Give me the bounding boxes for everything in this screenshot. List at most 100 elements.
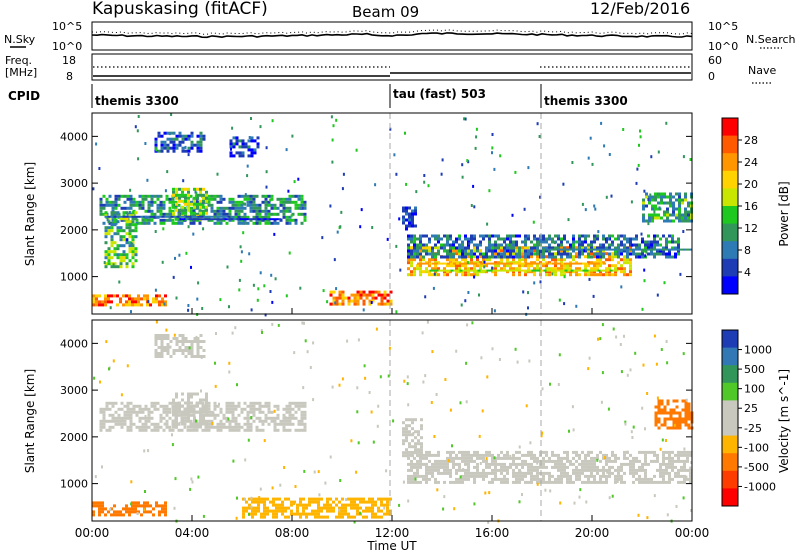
heatmap-cell xyxy=(166,143,170,147)
heatmap-cell xyxy=(119,238,123,242)
heatmap-cell xyxy=(128,210,131,214)
heatmap-cell xyxy=(353,302,357,306)
heatmap-cell xyxy=(125,510,128,514)
heatmap-cell xyxy=(560,477,563,481)
heatmap-cell xyxy=(365,500,368,504)
heatmap-cell xyxy=(452,456,455,460)
heatmap-cell xyxy=(500,255,503,259)
heatmap-cell xyxy=(653,248,656,251)
heatmap-cell xyxy=(648,195,651,199)
heatmap-cell xyxy=(202,196,205,200)
heatmap-cell xyxy=(551,237,554,241)
heatmap-cell xyxy=(210,197,214,201)
heatmap-cell xyxy=(246,425,250,429)
heatmap-cell xyxy=(431,471,434,475)
heatmap-cell xyxy=(551,246,554,250)
heatmap-cell xyxy=(240,194,244,198)
heatmap-cell xyxy=(644,462,647,466)
heatmap-cell xyxy=(675,417,679,421)
heatmap-cell xyxy=(205,199,208,203)
heatmap-cell xyxy=(473,471,476,475)
heatmap-cell xyxy=(414,448,417,452)
heatmap-cell xyxy=(563,234,566,238)
heatmap-cell xyxy=(623,255,626,259)
heatmap-cell xyxy=(99,380,101,384)
heatmap-cell xyxy=(679,272,682,276)
heatmap-cell xyxy=(119,265,123,269)
heatmap-cell xyxy=(196,425,199,429)
heatmap-cell xyxy=(122,215,126,218)
heatmap-cell xyxy=(134,253,138,257)
heatmap-cell xyxy=(398,217,401,221)
heatmap-cell xyxy=(563,471,566,475)
colorbar-tick-label: 28 xyxy=(744,134,758,147)
heatmap-cell xyxy=(524,459,527,463)
heatmap-cell xyxy=(237,428,241,432)
heatmap-cell xyxy=(129,206,133,210)
heatmap-cell xyxy=(161,507,164,511)
heatmap-cell xyxy=(455,252,458,256)
heatmap-cell xyxy=(241,142,245,146)
heatmap-cell xyxy=(632,252,635,256)
heatmap-cell xyxy=(183,416,187,420)
heatmap-cell xyxy=(593,264,596,268)
heatmap-cell xyxy=(129,425,133,429)
heatmap-cell xyxy=(607,407,610,411)
heatmap-cell xyxy=(512,258,515,262)
heatmap-cell xyxy=(578,252,581,256)
heatmap-cell xyxy=(419,474,422,478)
heatmap-cell xyxy=(666,361,669,365)
heatmap-cell xyxy=(509,465,512,469)
colorbar-tick-label: 1000 xyxy=(744,344,772,357)
freq-tick-top: 18 xyxy=(62,54,76,67)
heatmap-cell xyxy=(464,468,467,472)
heatmap-cell xyxy=(425,474,428,478)
heatmap-cell xyxy=(447,262,450,265)
heatmap-cell xyxy=(107,220,111,224)
heatmap-cell xyxy=(264,218,268,222)
heatmap-cell xyxy=(251,506,254,510)
heatmap-cell xyxy=(590,474,593,478)
heatmap-cell xyxy=(614,480,617,484)
heatmap-cell xyxy=(125,211,129,215)
heatmap-cell xyxy=(677,453,680,457)
heatmap-cell xyxy=(584,255,587,259)
heatmap-cell xyxy=(646,516,649,520)
heatmap-cell xyxy=(539,477,542,481)
heatmap-cell xyxy=(622,128,625,131)
heatmap-cell xyxy=(187,410,190,414)
heatmap-cell xyxy=(411,212,414,216)
heatmap-cell xyxy=(119,215,123,218)
heatmap-cell xyxy=(521,264,524,268)
heatmap-cell xyxy=(677,459,680,463)
heatmap-cell xyxy=(194,218,198,221)
heatmap-cell xyxy=(104,513,107,517)
heatmap-cell xyxy=(575,246,578,250)
heatmap-cell xyxy=(518,270,521,274)
noise-right-tick-bottom: 10^0 xyxy=(708,40,738,53)
heatmap-cell xyxy=(470,234,473,238)
heatmap-cell xyxy=(128,235,132,239)
heatmap-cell xyxy=(534,269,538,272)
heatmap-cell xyxy=(199,398,202,402)
heatmap-cell xyxy=(657,411,661,415)
heatmap-cell xyxy=(465,262,468,265)
heatmap-cell xyxy=(626,237,629,241)
heatmap-cell xyxy=(488,189,491,193)
heatmap-cell xyxy=(290,512,293,516)
heatmap-cell xyxy=(199,416,202,420)
heatmap-cell xyxy=(536,468,539,472)
heatmap-cell xyxy=(255,215,259,219)
heatmap-cell xyxy=(273,218,277,222)
heatmap-cell xyxy=(362,290,366,294)
heatmap-cell xyxy=(155,504,158,508)
colorbar-swatch xyxy=(722,188,738,207)
heatmap-cell xyxy=(184,199,187,203)
heatmap-cell xyxy=(663,210,666,214)
heatmap-cell xyxy=(110,300,113,304)
heatmap-cell xyxy=(681,408,685,412)
heatmap-cell xyxy=(238,278,241,282)
heatmap-cell xyxy=(632,474,635,478)
heatmap-cell xyxy=(407,403,410,407)
heatmap-cell xyxy=(175,392,178,396)
